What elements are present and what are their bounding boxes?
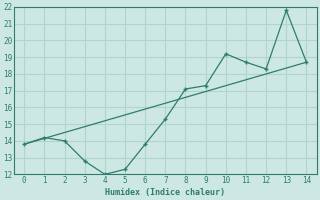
X-axis label: Humidex (Indice chaleur): Humidex (Indice chaleur)	[105, 188, 225, 197]
